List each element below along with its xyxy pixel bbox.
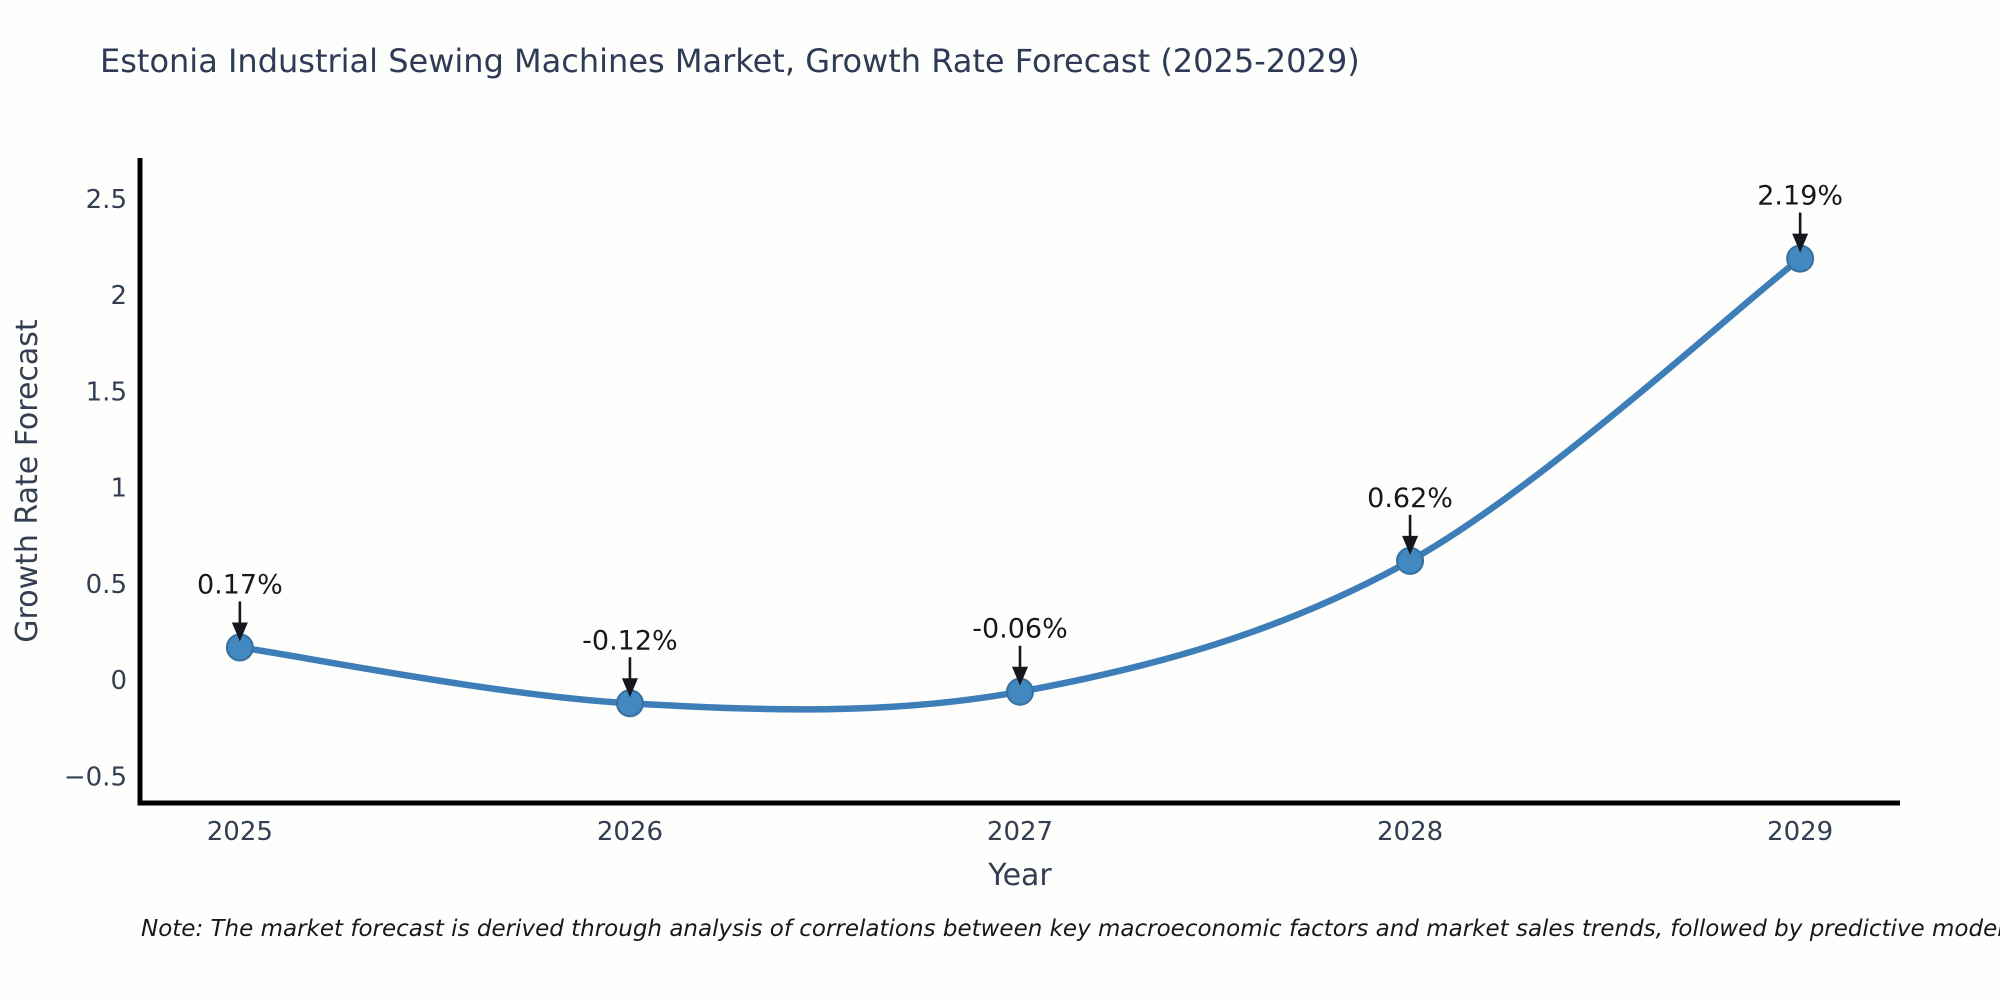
y-tick-label: 2.5 [86, 185, 127, 215]
annotation-arrow-head [621, 678, 638, 698]
y-tick-label: −0.5 [64, 762, 127, 792]
x-tick-label: 2029 [1767, 817, 1833, 847]
y-tick-label: 1 [110, 474, 127, 504]
x-tick-label: 2025 [207, 817, 273, 847]
y-tick-label: 2 [110, 281, 127, 311]
annotation-arrow-head [1012, 666, 1028, 686]
y-tick-label: 1.5 [86, 377, 127, 407]
data-point-label: -0.12% [582, 625, 678, 656]
y-tick-label: 0 [110, 666, 127, 696]
annotation-arrow-head [231, 622, 248, 642]
annotation-arrow-head [1402, 535, 1419, 555]
data-point-label: 2.19% [1757, 181, 1843, 212]
chart-footnote: Note: The market forecast is derived thr… [141, 916, 2000, 942]
x-tick-label: 2026 [597, 817, 663, 847]
data-point-label: 0.62% [1367, 483, 1453, 514]
x-tick-label: 2028 [1377, 817, 1443, 847]
chart-title: Estonia Industrial Sewing Machines Marke… [100, 42, 1360, 80]
y-axis-title: Growth Rate Forecast [10, 319, 45, 643]
data-point-label: -0.06% [972, 614, 1068, 645]
forecast-line [236, 255, 1804, 713]
annotation-arrow-head [1792, 233, 1809, 253]
data-point-label: 0.17% [197, 569, 283, 600]
y-tick-label: 0.5 [86, 570, 127, 600]
x-axis-title: Year [988, 858, 1052, 893]
x-tick-label: 2027 [987, 817, 1053, 847]
